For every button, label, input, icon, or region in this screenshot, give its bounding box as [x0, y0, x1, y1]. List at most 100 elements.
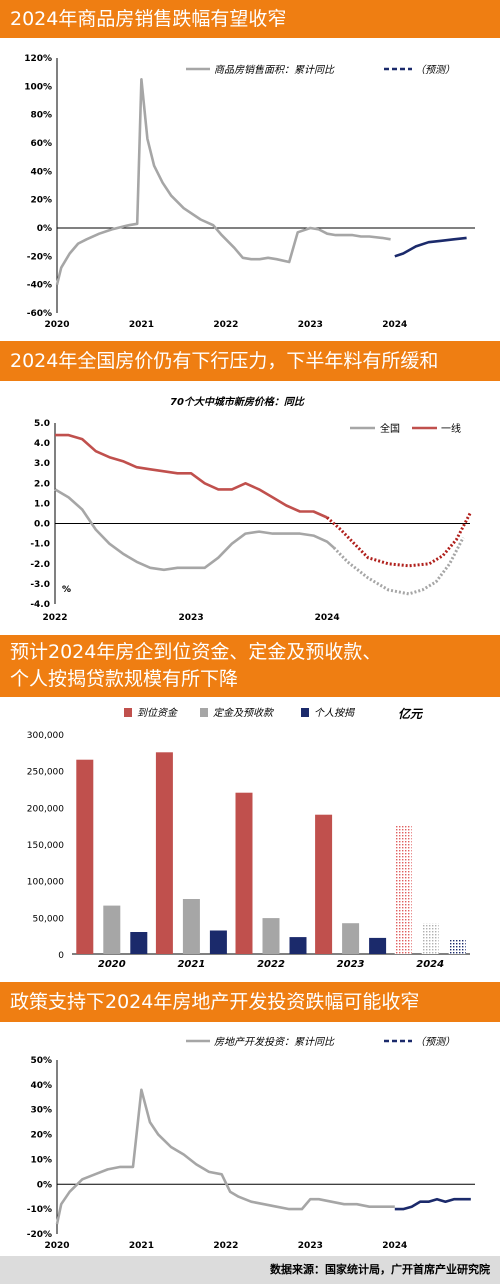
y-tick-label: 5.0 [34, 419, 50, 429]
x-tick-label: 2024 [315, 613, 340, 623]
bar [209, 930, 227, 954]
x-tick-label: 2023 [298, 320, 323, 330]
y-tick-label: 50,000 [33, 914, 65, 924]
x-tick-label: 2023 [337, 959, 365, 970]
data-source-footer: 数据来源：国家统计局，广开首席产业研究院 [0, 1256, 500, 1284]
x-tick-label: 2022 [213, 1241, 238, 1251]
x-tick-label: 2023 [179, 613, 204, 623]
legend-label: 定金及预收款 [213, 707, 275, 719]
series-line-forecast [394, 1197, 471, 1211]
legend-label-national: 全国 [380, 422, 400, 435]
bar [103, 905, 121, 954]
x-tick-label: 2022 [42, 613, 67, 623]
chart3-title-line-1: 预计2024年房企到位资金、定金及预收款、 [10, 641, 382, 663]
y-tick-label: 1.0 [34, 499, 50, 509]
x-tick-label: 2021 [177, 959, 205, 970]
y-tick-label: -10% [27, 1205, 52, 1215]
y-tick-label: -3.0 [30, 580, 50, 590]
bar [448, 939, 466, 954]
y-tick-label: 30% [30, 1106, 52, 1116]
legend-label-forecast: （预测） [415, 1036, 455, 1048]
bar [369, 937, 387, 954]
x-tick-label: 2022 [257, 959, 285, 970]
y-tick-label: 200,000 [27, 804, 64, 814]
sales-area-yoy-chart: 120% 100% 80% 60% 40% 20% 0% -20% -40% -60%2020 20… [24, 54, 475, 330]
bar [315, 814, 333, 954]
bar [421, 923, 439, 954]
y-tick-label: 150,000 [27, 841, 64, 851]
y-tick-label: 80% [30, 111, 52, 121]
y-tick-label: -2.0 [30, 560, 50, 570]
unit-label: 亿元 [398, 707, 424, 721]
x-tick-label: 2024 [382, 320, 407, 330]
bar [76, 759, 94, 954]
chart4-title: 政策支持下2024年房地产开发投资跌幅可能收窄 [10, 990, 420, 1013]
bar [394, 824, 412, 954]
y-tick-label: 60% [30, 139, 52, 149]
y-tick-label: 0% [37, 1180, 52, 1190]
series-line-sales [55, 77, 391, 286]
y-tick-label: -20% [27, 252, 52, 262]
legend-swatch [301, 708, 309, 717]
y-tick-label: 40% [30, 1081, 52, 1091]
y-tick-label: 100% [24, 82, 52, 92]
chart2-title-banner: 2024年全国房价仍有下行压力，下半年料有所缓和 [0, 341, 500, 381]
x-tick-label: 2023 [298, 1241, 323, 1251]
x-tick-label: 2022 [213, 320, 238, 330]
bar [342, 923, 360, 954]
series-line-forecast [394, 236, 467, 258]
y-tick-label: -40% [27, 281, 52, 291]
y-tick-label: 0% [37, 224, 52, 234]
x-tick-label: 2020 [44, 320, 69, 330]
y-tick-label: -60% [27, 309, 52, 319]
series-line-investment [55, 1088, 395, 1225]
legend-label-investment: 房地产开发投资：累计同比 [214, 1036, 335, 1048]
series-line-tier1-forecast [326, 512, 472, 568]
y-tick-label: 20% [30, 196, 52, 206]
y-tick-label: 0 [58, 951, 64, 961]
chart1-title-banner: 2024年商品房销售跌幅有望收窄 [0, 0, 500, 38]
chart4-title-banner: 政策支持下2024年房地产开发投资跌幅可能收窄 [0, 982, 500, 1022]
legend-swatch [200, 708, 208, 717]
series-line-national [54, 488, 335, 572]
legend-label-sales: 商品房销售面积：累计同比 [214, 64, 335, 76]
legend-label: 到位资金 [137, 707, 179, 719]
x-tick-label: 2021 [129, 1241, 154, 1251]
y-tick-label: 250,000 [27, 768, 64, 778]
bar [262, 918, 280, 954]
chart3-title-banner: 预计2024年房企到位资金、定金及预收款、 个人按揭贷款规模有所下降 [0, 635, 500, 697]
chart3-title-line-2: 个人按揭贷款规模有所下降 [10, 668, 239, 690]
bar [155, 752, 173, 954]
x-tick-label: 2024 [416, 959, 444, 970]
y-tick-label: -4.0 [30, 600, 50, 610]
bar [289, 937, 307, 954]
investment-yoy-chart: 50% 40% 30% 20% 10% 0% -10% -20%2020 2021 2022 202… [27, 1036, 475, 1251]
y-tick-label: 100,000 [27, 878, 64, 888]
x-tick-label: 2020 [44, 1241, 69, 1251]
y-tick-label: -1.0 [30, 540, 50, 550]
legend-label-forecast: （预测） [415, 64, 455, 76]
chart2-title: 2024年全国房价仍有下行压力，下半年料有所缓和 [10, 349, 439, 372]
house-price-yoy-chart: 70个大中城市新房价格：同比 5.0 4.0 3.0 2.0 1.0 0.0 -1.0 -2.0… [30, 396, 472, 623]
series-line-national-forecast [332, 536, 465, 596]
y-tick-label: 40% [30, 167, 52, 177]
y-tick-label: -20% [27, 1230, 52, 1240]
x-tick-label: 2021 [129, 320, 154, 330]
legend-label: 个人按揭 [314, 707, 355, 719]
funding-bar-chart: 到位资金 定金及预收款 个人按揭 亿元 300,000 250,000 200,000 150… [27, 707, 470, 970]
y-tick-label: 50% [30, 1056, 52, 1066]
legend-swatch [124, 708, 132, 717]
y-tick-label: 4.0 [34, 439, 50, 449]
y-tick-label: 2.0 [34, 479, 50, 489]
y-tick-label: 20% [30, 1131, 52, 1141]
unit-label: % [62, 585, 71, 595]
x-tick-label: 2024 [382, 1241, 407, 1251]
y-tick-label: 0.0 [34, 520, 50, 530]
bar [130, 932, 148, 954]
y-tick-label: 10% [30, 1155, 52, 1165]
y-tick-label: 120% [24, 54, 52, 64]
legend-label-tier1: 一线 [441, 422, 461, 435]
y-tick-label: 300,000 [27, 731, 64, 741]
x-tick-label: 2020 [98, 959, 126, 970]
bar [182, 899, 200, 954]
